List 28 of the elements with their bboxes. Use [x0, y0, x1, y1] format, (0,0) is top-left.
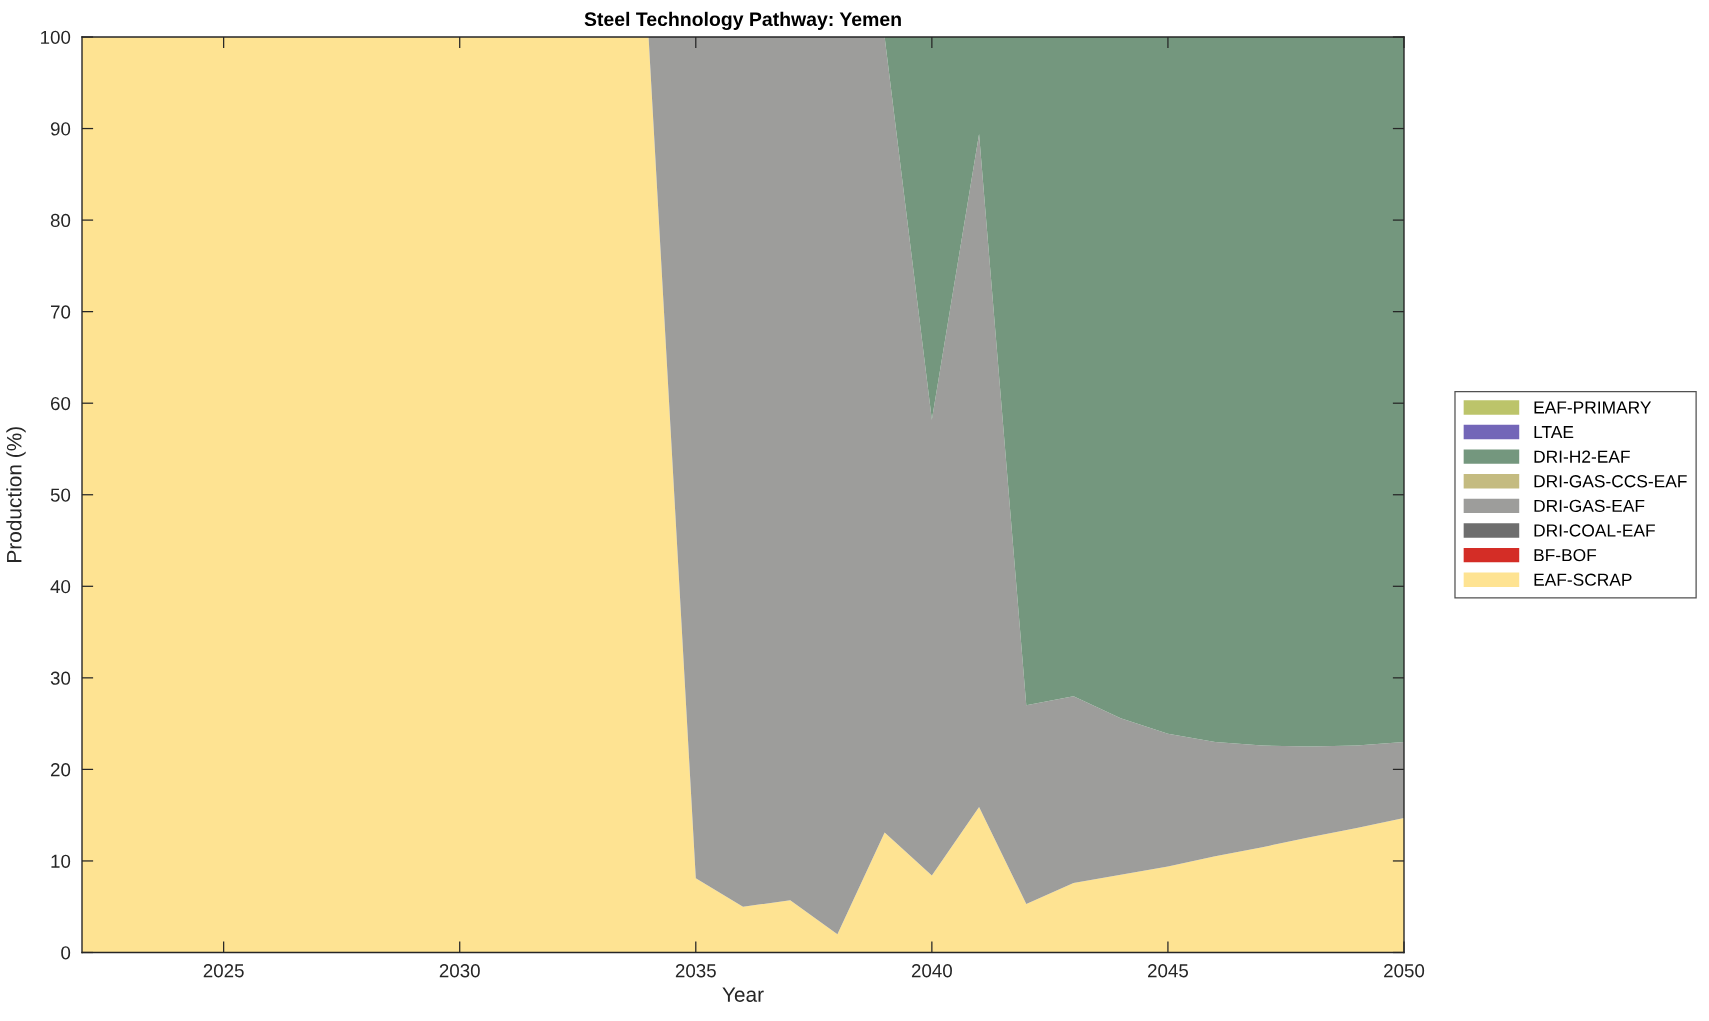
y-tick-label: 80	[50, 213, 71, 228]
x-tick-label: 2050	[1384, 964, 1425, 978]
y-tick-label: 30	[50, 671, 71, 685]
y-tick-label: 70	[51, 305, 71, 319]
legend-label: EAF-SCRAP	[1534, 573, 1632, 586]
y-tick-label: 100	[41, 30, 71, 44]
x-tick-label: 2025	[203, 964, 244, 978]
y-tick-label: 20	[50, 763, 71, 777]
legend-label: DRI-COAL-EAF	[1534, 524, 1655, 537]
chart-title: Steel Technology Pathway: Yemen	[584, 11, 901, 31]
y-tick-label: 60	[50, 396, 71, 411]
legend-label: LTAE	[1534, 426, 1574, 439]
y-tick-label: 90	[50, 122, 71, 136]
legend-label: EAF-PRIMARY	[1534, 401, 1652, 414]
x-tick-label: 2030	[439, 964, 480, 978]
y-tick-label: 0	[61, 946, 71, 960]
x-tick-label: 2045	[1148, 964, 1188, 978]
x-axis-title: Year	[722, 987, 764, 1002]
legend-label: BF-BOF	[1534, 548, 1597, 562]
y-axis-title: Production (%)	[6, 427, 26, 562]
x-tick-label: 2040	[911, 964, 952, 978]
y-tick-label: 40	[50, 580, 71, 594]
legend-label: DRI-H2-EAF	[1534, 450, 1630, 463]
y-tick-label: 50	[50, 488, 71, 502]
y-tick-label: 10	[51, 854, 71, 868]
legend-label: DRI-GAS-CCS-EAF	[1534, 475, 1687, 488]
legend-label: DRI-GAS-EAF	[1534, 499, 1645, 513]
x-tick-label: 2035	[675, 964, 716, 978]
